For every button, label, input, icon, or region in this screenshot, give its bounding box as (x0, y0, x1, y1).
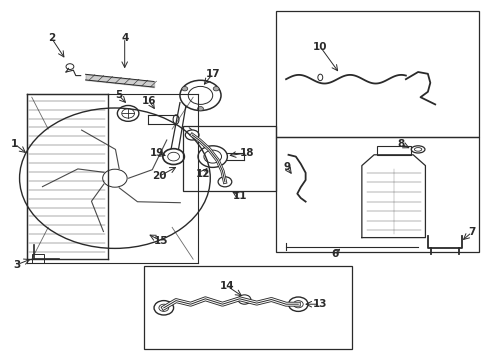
Circle shape (213, 87, 219, 91)
Bar (144, 266, 351, 349)
Text: 20: 20 (151, 171, 166, 181)
Text: 18: 18 (239, 148, 254, 158)
Text: 13: 13 (312, 299, 327, 309)
Text: 14: 14 (220, 281, 234, 291)
Text: 10: 10 (312, 42, 327, 52)
Bar (276, 11, 478, 137)
Bar (376, 146, 410, 155)
Text: 19: 19 (150, 148, 164, 158)
Text: 8: 8 (397, 139, 404, 149)
Text: 2: 2 (48, 33, 55, 43)
Bar (32, 254, 44, 263)
Circle shape (197, 107, 203, 111)
Text: 6: 6 (331, 249, 338, 259)
Text: 16: 16 (142, 96, 156, 106)
Bar (276, 137, 478, 252)
Text: 7: 7 (467, 227, 475, 237)
Text: 15: 15 (154, 236, 168, 246)
Text: 3: 3 (14, 260, 20, 270)
Text: 17: 17 (205, 69, 220, 79)
Circle shape (182, 87, 187, 91)
Text: 9: 9 (283, 162, 290, 172)
Text: 1: 1 (11, 139, 18, 149)
Text: 11: 11 (232, 191, 246, 201)
Text: 5: 5 (115, 90, 122, 100)
Text: 4: 4 (121, 33, 128, 43)
Text: 12: 12 (195, 168, 210, 179)
Bar (183, 126, 276, 191)
